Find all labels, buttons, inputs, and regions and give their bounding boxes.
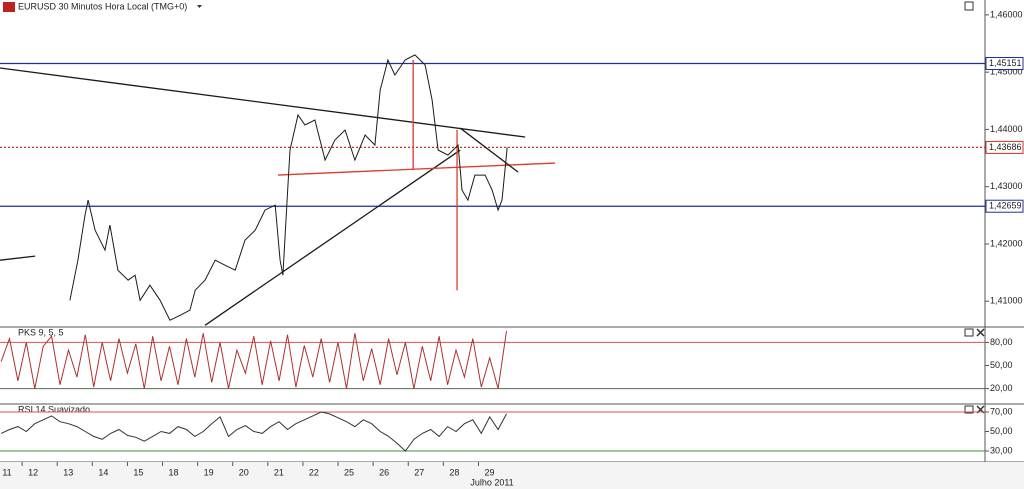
level-label: 1,43686 (989, 142, 1022, 152)
time-axis-area (0, 462, 1024, 489)
level-label-box (985, 57, 1024, 71)
y-tick-label: 1,41000 (990, 296, 1023, 306)
x-tick-label: 26 (379, 467, 389, 477)
x-tick-label: 14 (98, 467, 108, 477)
y-tick-label: 1,43000 (990, 181, 1023, 191)
level-label: 1,42659 (989, 201, 1022, 211)
x-tick-label: 13 (63, 467, 73, 477)
x-tick-label: 22 (309, 467, 319, 477)
x-tick-label: 11 (2, 467, 11, 477)
chart-title: EURUSD 30 Minutos Hora Local (TMG+0) (18, 1, 187, 11)
x-axis-label: Julho 2011 (470, 477, 513, 487)
x-tick-label: 29 (484, 467, 494, 477)
y-tick-label: 1,45000 (990, 67, 1023, 77)
x-tick-label: 27 (414, 467, 424, 477)
maximize-button[interactable] (964, 328, 974, 337)
y-tick-label: 30,00 (990, 445, 1013, 455)
indicator-title: RSI 14 Suavizado (18, 404, 90, 414)
maximize-button[interactable] (964, 1, 974, 11)
price-line (0, 330, 507, 389)
x-tick-label: 28 (449, 467, 459, 477)
y-tick-label: 50,00 (990, 426, 1013, 436)
y-tick-label: 1,46000 (990, 9, 1023, 19)
x-tick-label: 12 (28, 467, 38, 477)
trend-line (0, 67, 526, 138)
level-label-box (985, 140, 1024, 154)
symbol-icon (3, 2, 15, 12)
trend-line (0, 255, 36, 261)
level-label-box (985, 199, 1024, 213)
y-tick-label: 70,00 (990, 406, 1013, 416)
x-tick-label: 21 (274, 467, 284, 477)
x-tick-label: 19 (204, 467, 214, 477)
level-label: 1,45151 (989, 58, 1022, 68)
x-tick-label: 18 (169, 467, 179, 477)
dropdown-arrow[interactable] (197, 5, 202, 8)
y-tick-label: 20,00 (990, 383, 1013, 393)
trend-line (204, 149, 461, 326)
y-tick-label: 1,42000 (990, 238, 1023, 248)
maximize-button[interactable] (964, 405, 974, 414)
indicator-title: PKS 9, 5, 5 (18, 327, 64, 337)
y-tick-label: 80,00 (990, 337, 1013, 347)
x-tick-label: 25 (344, 467, 354, 477)
x-tick-label: 20 (239, 467, 249, 477)
price-line (0, 411, 507, 452)
close-button[interactable] (976, 328, 985, 337)
trend-line (459, 127, 519, 173)
price-axis-area (985, 0, 1024, 489)
y-tick-label: 50,00 (990, 360, 1013, 370)
x-tick-label: 15 (133, 467, 143, 477)
price-line (69, 54, 508, 321)
y-tick-label: 1,44000 (990, 124, 1023, 134)
